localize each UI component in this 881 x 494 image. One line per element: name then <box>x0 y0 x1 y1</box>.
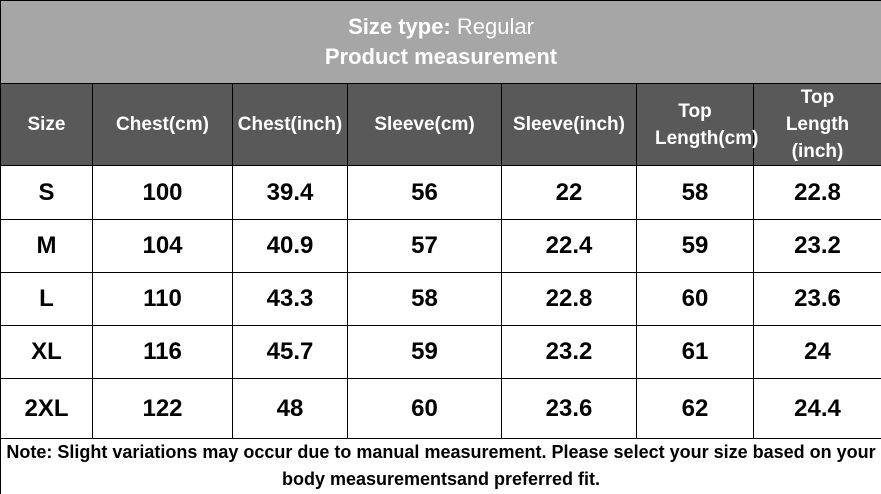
measure-cell: 122 <box>93 379 233 439</box>
column-header: Size <box>1 84 93 166</box>
measure-cell: 45.7 <box>233 326 348 379</box>
measure-cell: 22 <box>502 166 637 220</box>
column-header: Chest(cm) <box>93 84 233 166</box>
size-cell: S <box>1 166 93 220</box>
column-header-text: Chest(inch) <box>238 114 343 135</box>
measure-cell: 24 <box>754 326 881 379</box>
subtitle: Product measurement <box>325 44 557 69</box>
measure-cell: 57 <box>348 220 502 273</box>
size-cell: XL <box>1 326 93 379</box>
title-label: Size type: <box>348 14 451 39</box>
measure-cell: 48 <box>233 379 348 439</box>
measure-cell: 23.6 <box>502 379 637 439</box>
column-header: Top Length (inch) <box>754 84 881 166</box>
measure-cell: 100 <box>93 166 233 220</box>
column-header-text: Sleeve(inch) <box>513 114 625 135</box>
size-cell: M <box>1 220 93 273</box>
title-block: Size type: Regular Product measurement <box>1 1 881 84</box>
column-header: Sleeve(cm) <box>348 84 502 166</box>
size-cell: L <box>1 273 93 326</box>
measure-cell: 61 <box>637 326 754 379</box>
measure-cell: 58 <box>348 273 502 326</box>
measure-cell: 23.2 <box>754 220 881 273</box>
measure-cell: 104 <box>93 220 233 273</box>
column-header: Chest(inch) <box>233 84 348 166</box>
column-header-text: Sleeve(cm) <box>374 114 474 135</box>
measure-cell: 23.2 <box>502 326 637 379</box>
note: Note: Slight variations may occur due to… <box>1 439 881 494</box>
measure-cell: 23.6 <box>754 273 881 326</box>
measure-cell: 39.4 <box>233 166 348 220</box>
measure-cell: 40.9 <box>233 220 348 273</box>
measure-cell: 56 <box>348 166 502 220</box>
size-cell: 2XL <box>1 379 93 439</box>
measure-cell: 110 <box>93 273 233 326</box>
measure-cell: 24.4 <box>754 379 881 439</box>
column-header-text: Chest(cm) <box>116 114 209 135</box>
measure-cell: 60 <box>348 379 502 439</box>
column-header: Sleeve(inch) <box>502 84 637 166</box>
column-header: Top Length(cm) <box>637 84 754 166</box>
column-header-text: Top Length (inch) <box>778 84 858 165</box>
header-row: Size Chest(cm) Chest(inch) Sleeve(cm) Sleeve… <box>1 84 881 166</box>
measure-cell: 58 <box>637 166 754 220</box>
measure-cell: 116 <box>93 326 233 379</box>
measure-cell: 22.8 <box>502 273 637 326</box>
title-value: Regular <box>457 14 534 39</box>
measure-cell: 62 <box>637 379 754 439</box>
measure-cell: 60 <box>637 273 754 326</box>
measure-cell: 43.3 <box>233 273 348 326</box>
measure-cell: 59 <box>637 220 754 273</box>
measure-cell: 22.4 <box>502 220 637 273</box>
column-header-text: Top Length(cm) <box>655 98 735 152</box>
measure-cell: 59 <box>348 326 502 379</box>
title-line: Size type: Regular <box>1 12 881 42</box>
column-header-text: Size <box>27 114 65 135</box>
measure-cell: 22.8 <box>754 166 881 220</box>
